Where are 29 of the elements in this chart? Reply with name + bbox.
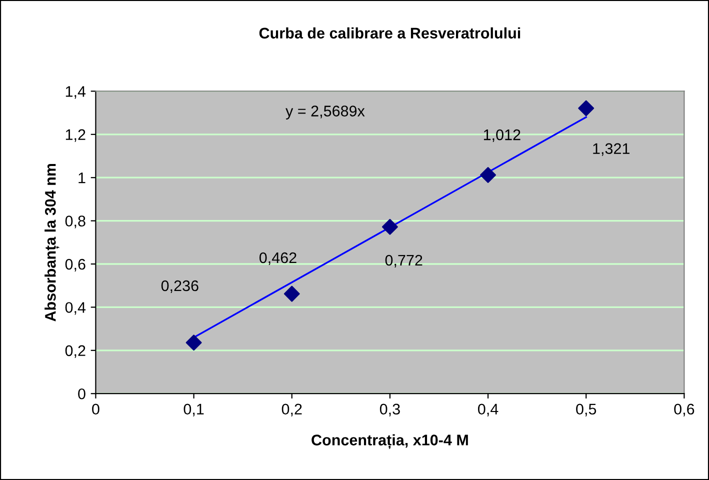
y-tick-label: 0,4	[65, 302, 86, 315]
y-axis-title: Absorbanța la 304 nm	[44, 164, 60, 322]
chart-title: Curba de calibrare a Resveratrolului	[259, 27, 520, 39]
data-label: 0,462	[259, 252, 296, 265]
point	[480, 167, 496, 183]
y-tick-label: 0,2	[65, 345, 86, 358]
x-axis-title: Concentrația, x10-4 M	[312, 434, 468, 449]
data-label: 1,321	[593, 143, 630, 156]
data-label: 0,772	[385, 254, 422, 268]
y-tick-label: 1,2	[66, 129, 86, 142]
data-label: 1,012	[484, 129, 520, 142]
x-tick-label: 0,2	[282, 404, 302, 416]
x-tick-label: 0	[92, 404, 100, 415]
point	[382, 218, 398, 235]
x-tick-label: 0,1	[184, 404, 204, 416]
point	[186, 334, 202, 351]
x-tick-label: 0,5	[576, 404, 596, 416]
point	[284, 286, 300, 302]
y-tick-label: 0	[78, 388, 86, 400]
x-tick-label: 0,6	[674, 404, 694, 416]
annotation: y = 2,5689x	[286, 106, 365, 120]
data-label: 0,236	[161, 280, 198, 293]
x-tick-label: 0,3	[380, 404, 400, 416]
y-tick-label: 1	[78, 172, 86, 184]
y-tick-label: 0,8	[65, 216, 86, 228]
x-tick-label: 0,4	[478, 404, 498, 416]
point	[578, 100, 594, 116]
y-tick-label: 1,4	[66, 86, 86, 99]
y-tick-label: 0,6	[65, 258, 86, 272]
